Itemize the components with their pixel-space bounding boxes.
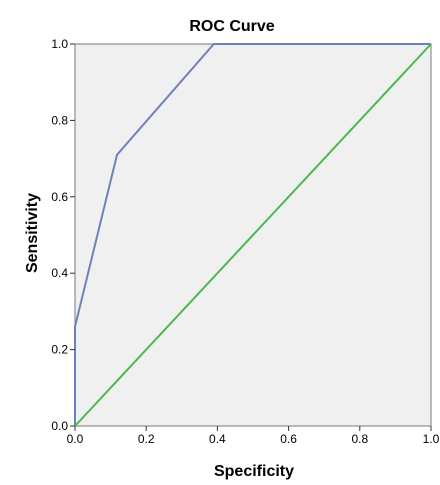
series-layer	[74, 43, 432, 427]
y-tick-label: 0.6	[51, 190, 68, 204]
y-tick-label: 0.0	[51, 419, 68, 433]
y-tick-label: 0.2	[51, 343, 68, 357]
y-tick-label: 1.0	[51, 37, 68, 51]
x-tick-label: 0.8	[351, 432, 368, 446]
x-tick-label: 0.6	[280, 432, 297, 446]
y-tick-label: 0.8	[51, 113, 68, 127]
y-axis-title: Sensitivity	[24, 193, 41, 273]
x-tick-label: 0.4	[209, 432, 226, 446]
y-tick-label: 0.4	[51, 266, 68, 280]
x-tick-label: 0.0	[67, 432, 84, 446]
chart-title: ROC Curve	[189, 18, 274, 35]
y-axis: 0.0 0.2 0.4 0.6 0.8 1.0	[51, 37, 75, 433]
x-tick-label: 0.2	[138, 432, 155, 446]
roc-curve-line	[74, 43, 431, 426]
reference-diagonal-line	[74, 43, 432, 427]
x-tick-label: 1.0	[423, 432, 440, 446]
x-axis-title: Specificity	[214, 463, 294, 480]
x-axis: 0.0 0.2 0.4 0.6 0.8 1.0	[67, 426, 440, 446]
